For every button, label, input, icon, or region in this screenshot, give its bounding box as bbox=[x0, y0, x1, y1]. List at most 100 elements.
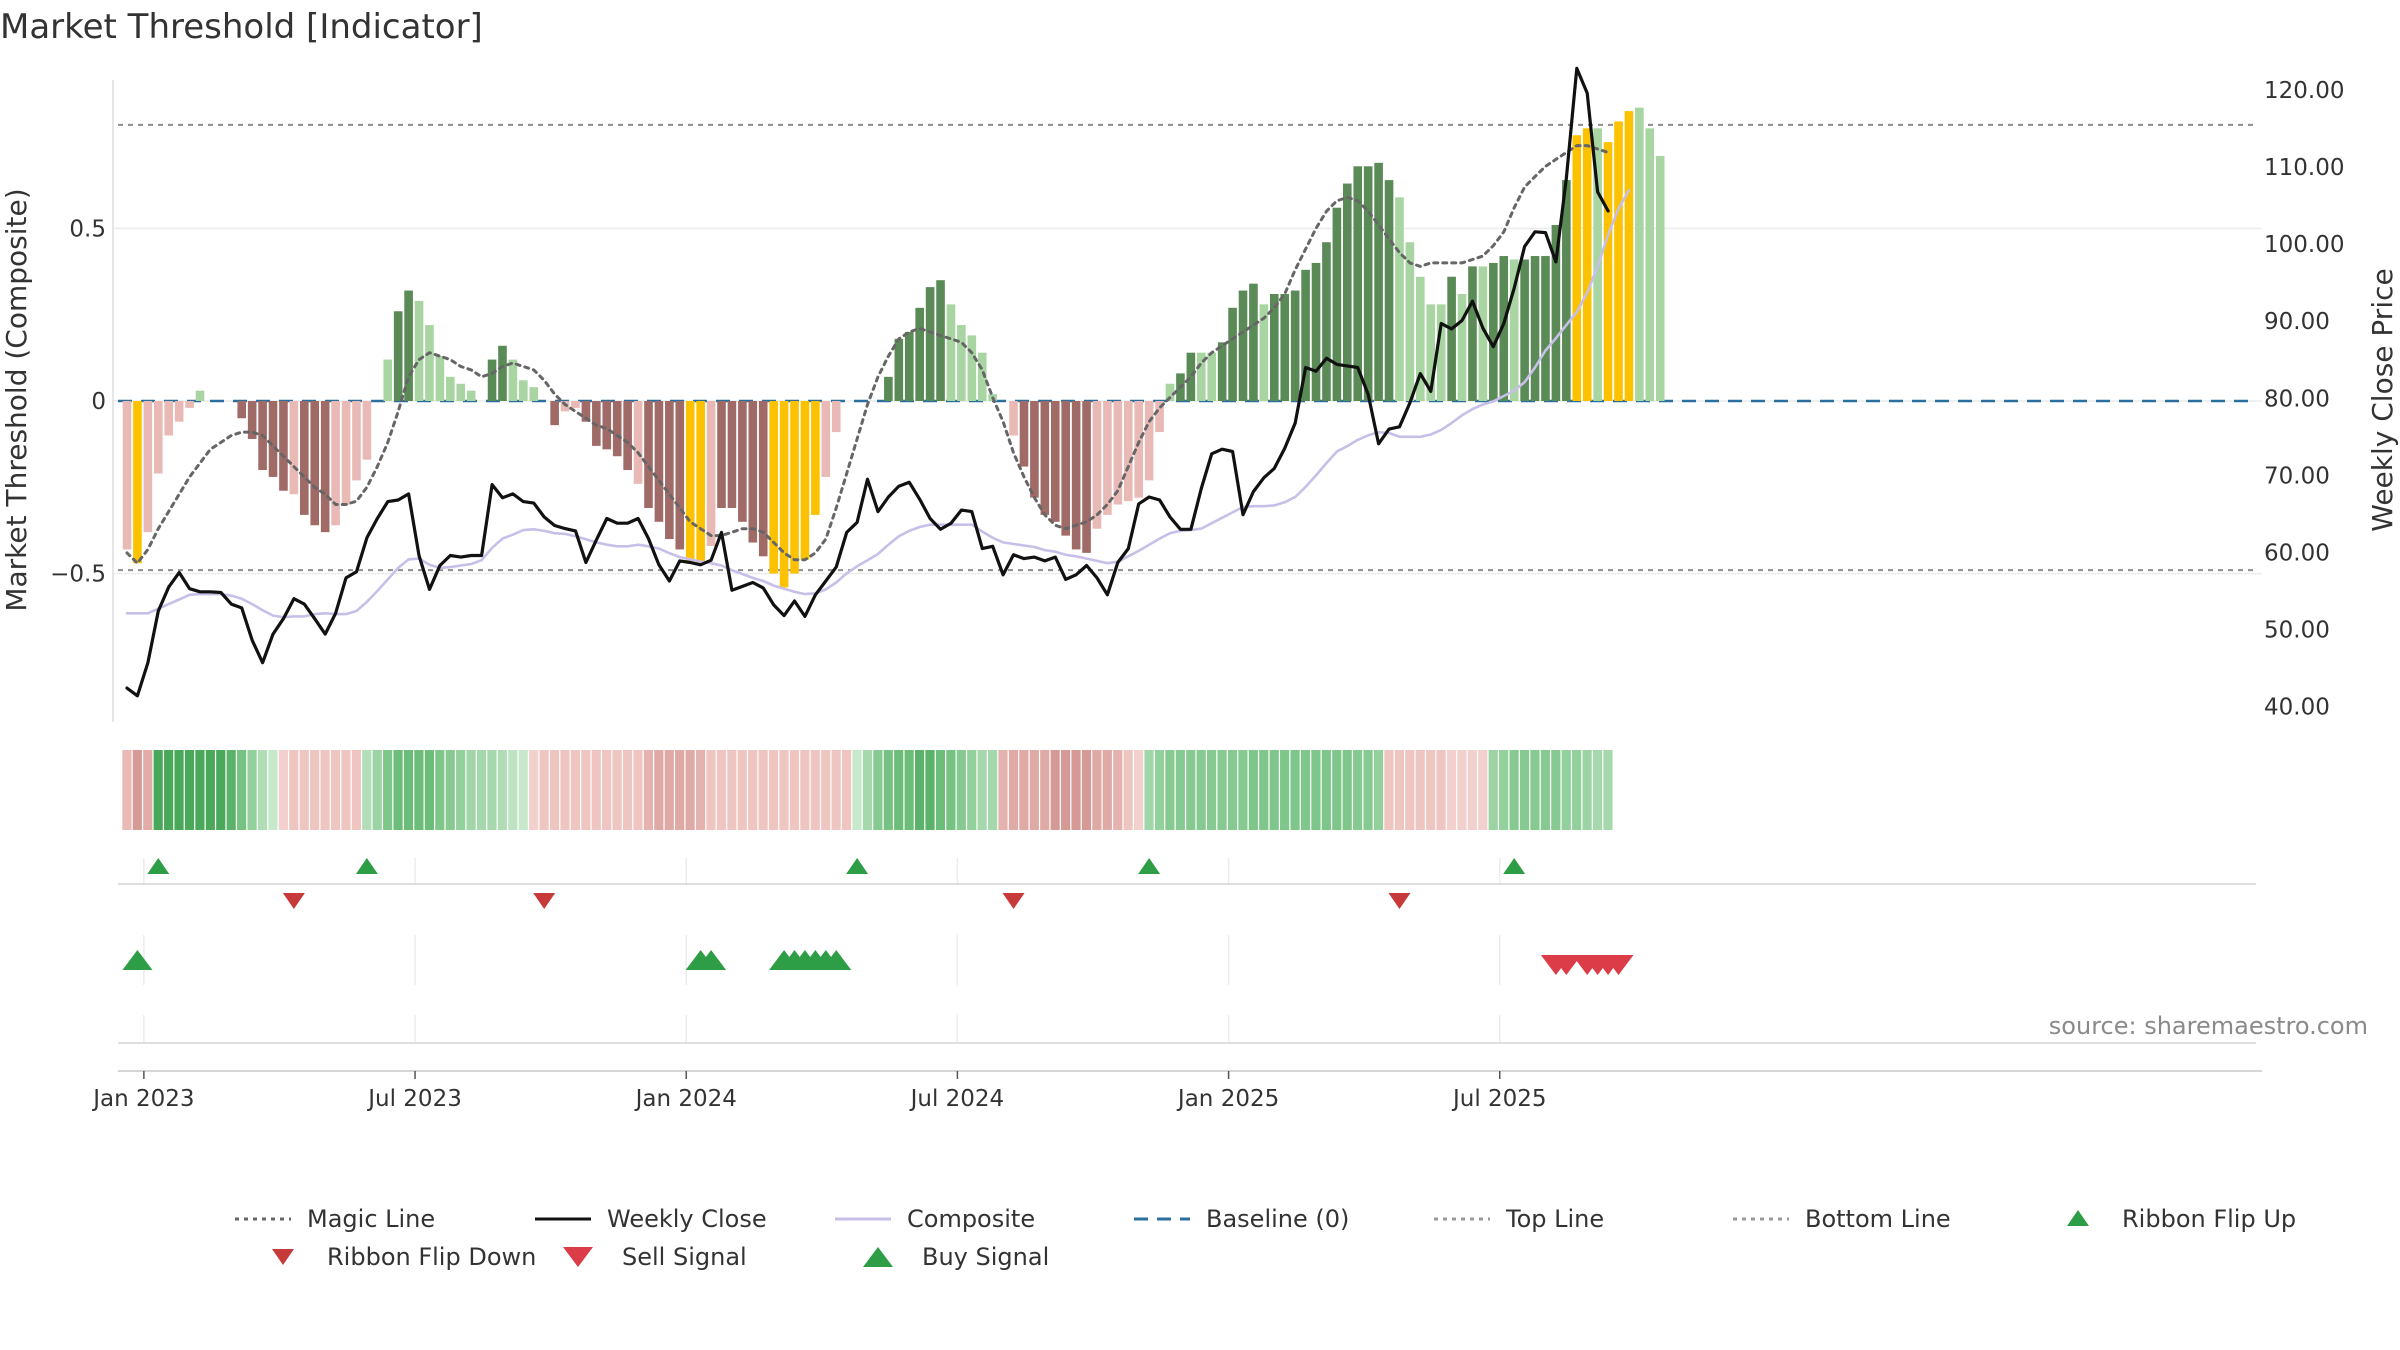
composite-bar bbox=[174, 401, 184, 422]
ribbon-cell bbox=[946, 750, 956, 830]
composite-bar bbox=[633, 401, 643, 484]
legend-swatch bbox=[563, 1247, 593, 1267]
composite-bar bbox=[1530, 256, 1540, 401]
ribbon-cell bbox=[414, 750, 424, 830]
composite-bar bbox=[800, 401, 810, 560]
signal-markers bbox=[122, 858, 1634, 975]
ribbon-cell bbox=[591, 750, 601, 830]
ribbon-cell bbox=[1050, 750, 1060, 830]
ribbon-cell bbox=[1342, 750, 1352, 830]
ribbon-cell bbox=[1029, 750, 1039, 830]
composite-bar bbox=[550, 401, 559, 426]
ribbon-cell bbox=[1509, 750, 1519, 830]
composite-bar bbox=[1009, 401, 1018, 436]
ribbon-cell bbox=[612, 750, 622, 830]
ribbon-cell bbox=[1467, 750, 1477, 830]
ribbon-cell bbox=[1123, 750, 1133, 830]
ribbon-cell bbox=[143, 750, 153, 830]
composite-bar bbox=[675, 401, 685, 550]
ribbon-cell bbox=[685, 750, 695, 830]
grid-layer bbox=[113, 227, 2262, 1042]
composite-bar bbox=[1155, 401, 1164, 433]
source-credit: source: sharemaestro.com bbox=[2049, 1012, 2368, 1040]
ribbon-cell bbox=[810, 750, 820, 830]
composite-bar bbox=[1040, 401, 1050, 515]
ribbon-cell bbox=[1436, 750, 1446, 830]
composite-bars bbox=[122, 107, 1665, 619]
composite-bar bbox=[769, 401, 778, 574]
composite-bar bbox=[1092, 401, 1102, 529]
composite-bar bbox=[925, 287, 935, 401]
sell-signal-marker bbox=[1551, 955, 1582, 975]
ribbon-cell bbox=[1113, 750, 1123, 830]
legend-item: Bottom Line bbox=[1733, 1205, 1951, 1233]
ribbon-cell bbox=[1530, 750, 1540, 830]
composite-bar bbox=[1343, 183, 1352, 401]
composite-bar bbox=[936, 280, 945, 401]
composite-bar bbox=[1645, 128, 1655, 402]
composite-bar bbox=[1582, 128, 1592, 402]
composite-bar bbox=[1416, 276, 1425, 401]
ribbon-cell bbox=[1353, 750, 1363, 830]
composite-bar bbox=[1322, 242, 1331, 401]
ribbon-cell bbox=[643, 750, 653, 830]
ribbon-cell bbox=[1519, 750, 1530, 830]
ribbon-cell bbox=[1363, 750, 1373, 830]
composite-bar bbox=[1123, 401, 1133, 502]
composite-bar bbox=[738, 401, 747, 522]
ribbon-cell bbox=[873, 750, 883, 830]
composite-bar bbox=[665, 401, 674, 540]
composite-bar bbox=[1030, 401, 1039, 498]
ribbon-cell bbox=[1300, 750, 1311, 830]
ribbon-cell bbox=[570, 750, 580, 830]
composite-bar bbox=[122, 401, 132, 550]
composite-bar bbox=[602, 401, 612, 450]
composite-bar bbox=[1270, 294, 1279, 401]
ribbon-cell bbox=[539, 750, 549, 830]
x-tick-label: Jan 2025 bbox=[1176, 1086, 1279, 1112]
composite-bar bbox=[466, 390, 476, 401]
composite-bar bbox=[821, 401, 831, 477]
right-axis-label: Weekly Close Price bbox=[2366, 268, 2399, 531]
ribbon-cell bbox=[1592, 750, 1603, 830]
ribbon-cell bbox=[216, 750, 226, 830]
ribbon-cell bbox=[998, 750, 1008, 830]
ribbon-flip-up-marker bbox=[147, 858, 170, 874]
ribbon-cell bbox=[1040, 750, 1050, 830]
legend-item: Magic Line bbox=[235, 1205, 435, 1233]
composite-bar bbox=[644, 401, 653, 508]
ribbon-cell bbox=[1561, 750, 1571, 830]
composite-bar bbox=[1478, 266, 1488, 401]
legend-swatch bbox=[2067, 1210, 2089, 1226]
composite-bar bbox=[1624, 111, 1634, 401]
ribbon-cell bbox=[1134, 750, 1144, 830]
right-tick-label: 120.00 bbox=[2264, 78, 2344, 104]
ribbon-cell bbox=[383, 750, 393, 830]
ribbon-cell bbox=[476, 750, 487, 830]
ribbon-cell bbox=[914, 750, 925, 830]
composite-bar bbox=[1082, 401, 1091, 553]
composite-bar bbox=[1332, 207, 1342, 401]
left-tick-label: 0.5 bbox=[69, 216, 106, 242]
ribbon-cell bbox=[1154, 750, 1165, 830]
ribbon-cell bbox=[935, 750, 946, 830]
ribbon-cell bbox=[748, 750, 758, 830]
ribbon-cell bbox=[289, 750, 299, 830]
ribbon-strip bbox=[122, 750, 1613, 830]
ribbon-cell bbox=[1238, 750, 1248, 830]
legend-label: Bottom Line bbox=[1805, 1205, 1951, 1233]
ribbon-cell bbox=[122, 750, 132, 830]
ribbon-flip-up-marker bbox=[846, 858, 869, 874]
ribbon-cell bbox=[529, 750, 539, 830]
composite-bar bbox=[1603, 142, 1613, 401]
ribbon-cell bbox=[727, 750, 737, 830]
composite-bar bbox=[425, 325, 434, 401]
composite-bar bbox=[1499, 256, 1509, 401]
ribbon-cell bbox=[1227, 750, 1238, 830]
composite-bar bbox=[1196, 352, 1206, 401]
ribbon-cell bbox=[1248, 750, 1258, 830]
composite-bar bbox=[748, 401, 758, 543]
composite-bar bbox=[727, 401, 737, 508]
composite-bar bbox=[404, 290, 413, 401]
composite-bar bbox=[1436, 304, 1446, 401]
